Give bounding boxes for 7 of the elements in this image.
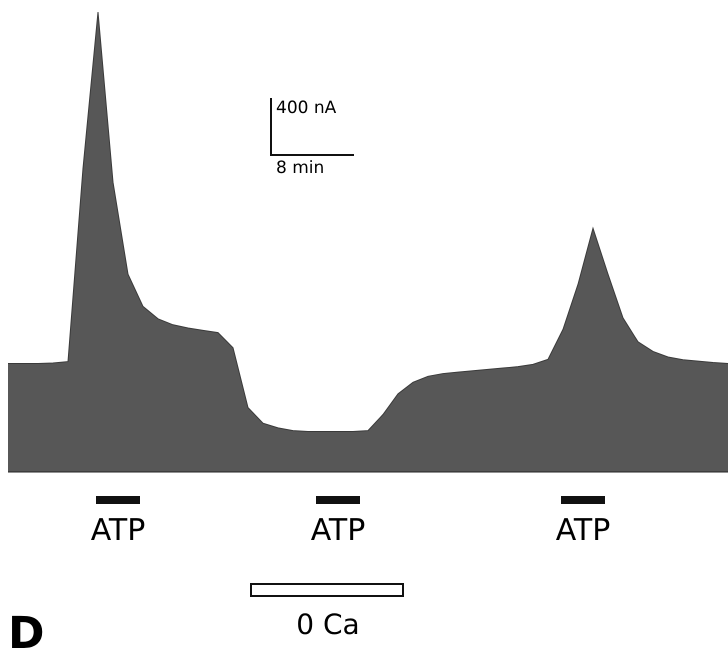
text: ATP (310, 513, 366, 548)
annotation: 400 nA (276, 98, 336, 118)
annotation: 8 min (276, 158, 324, 178)
text: ATP (90, 513, 146, 548)
text: 0 Ca (295, 608, 361, 641)
text: D (8, 608, 45, 659)
text: ATP (554, 513, 612, 548)
